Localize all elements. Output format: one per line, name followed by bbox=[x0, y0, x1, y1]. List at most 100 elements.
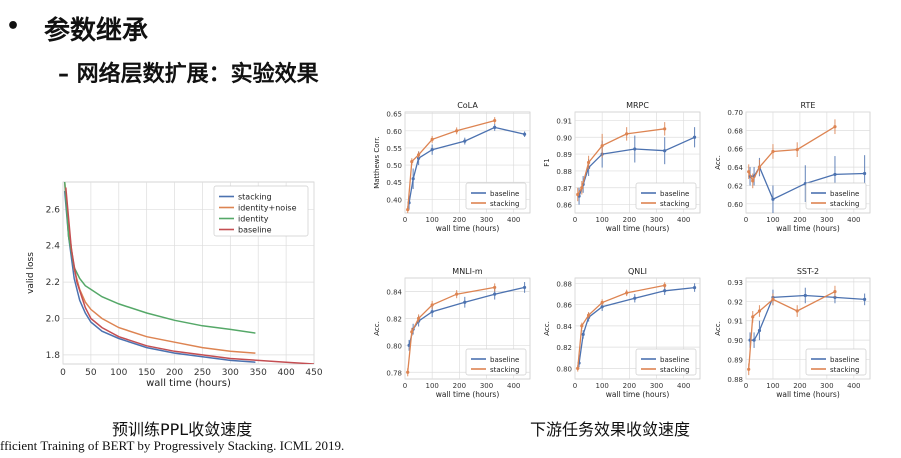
legend-label: baseline bbox=[490, 190, 519, 198]
x-tick-label: 100 bbox=[110, 368, 127, 378]
series-line-stacking bbox=[748, 291, 836, 370]
y-tick-label: 0.88 bbox=[556, 280, 572, 288]
series-line-stacking bbox=[407, 286, 495, 373]
data-point bbox=[663, 127, 667, 131]
chart-title: QNLI bbox=[628, 267, 647, 276]
y-tick-label: 2.4 bbox=[46, 242, 61, 252]
y-tick-label: 1.8 bbox=[46, 351, 61, 361]
chart-panel-valid-loss: 1.8 2.0 2.2 2.4 2.6 0 50 100 150 200 250 300 350 400 4… bbox=[26, 181, 323, 389]
y-tick-label: 0.86 bbox=[556, 302, 572, 310]
data-point bbox=[663, 283, 667, 288]
slide-subtitle: – 网络层数扩展：实验效果 bbox=[58, 62, 319, 87]
data-point bbox=[833, 125, 837, 129]
chart-title: RTE bbox=[801, 101, 816, 110]
y-tick-label: 0.78 bbox=[386, 369, 402, 377]
citation: fficient Training of BERT by Progressive… bbox=[0, 438, 345, 453]
x-tick-label: 400 bbox=[847, 382, 860, 390]
chart-panel-mnli-m: 0.78 0.80 0.82 0.84 0 100 200 300 400 MNLI-m wall … bbox=[373, 267, 531, 399]
x-tick-label: 100 bbox=[595, 216, 608, 224]
data-point bbox=[430, 303, 434, 307]
legend-box bbox=[213, 185, 309, 237]
x-axis-label: wall time (hours) bbox=[436, 390, 500, 399]
data-point bbox=[633, 296, 637, 300]
x-tick-label: 100 bbox=[425, 216, 438, 224]
x-tick-label: 400 bbox=[847, 216, 860, 224]
chart-title: MNLI-m bbox=[452, 267, 483, 276]
y-tick-label: 0.45 bbox=[386, 179, 402, 187]
data-point bbox=[625, 291, 629, 295]
legend-label: stacking bbox=[660, 200, 689, 208]
data-point bbox=[430, 148, 434, 152]
data-point bbox=[416, 316, 421, 320]
chart-title: MRPC bbox=[626, 101, 649, 110]
y-tick-label: 0.50 bbox=[386, 162, 402, 170]
legend-label: baseline bbox=[490, 356, 519, 364]
y-axis-label: Matthews Corr. bbox=[373, 136, 381, 189]
x-tick-label: 200 bbox=[793, 216, 806, 224]
y-tick-label: 0.84 bbox=[386, 288, 402, 296]
y-tick-label: 0.91 bbox=[556, 117, 572, 125]
data-point bbox=[747, 170, 751, 174]
data-point bbox=[757, 165, 762, 169]
y-tick-label: 0.87 bbox=[556, 185, 572, 193]
x-tick-label: 200 bbox=[453, 382, 466, 390]
y-tick-label: 0.91 bbox=[727, 318, 743, 326]
x-tick-label: 100 bbox=[766, 382, 779, 390]
series-line-stacking bbox=[577, 284, 665, 369]
chart-panel-rte: 0.60 0.62 0.64 0.66 0.68 0.70 0 100 200 300 400 RTE… bbox=[714, 101, 871, 233]
data-point bbox=[406, 370, 410, 374]
x-tick-label: 100 bbox=[766, 216, 779, 224]
y-tick-label: 0.62 bbox=[727, 182, 743, 190]
data-point bbox=[586, 160, 591, 165]
x-axis-label: wall time (hours) bbox=[146, 378, 231, 389]
legend-label: baseline bbox=[660, 356, 689, 364]
x-tick-label: 0 bbox=[403, 382, 407, 390]
data-point bbox=[600, 144, 604, 148]
x-tick-label: 300 bbox=[222, 368, 239, 378]
y-tick-label: 0.70 bbox=[727, 109, 743, 117]
slide-title: 参数继承 bbox=[44, 16, 149, 46]
data-point bbox=[586, 313, 591, 317]
y-tick-label: 0.66 bbox=[727, 146, 743, 154]
x-tick-label: 0 bbox=[744, 216, 748, 224]
right-caption: 下游任务效果收敛速度 bbox=[530, 420, 691, 439]
x-tick-label: 0 bbox=[60, 368, 66, 378]
x-tick-label: 100 bbox=[595, 382, 608, 390]
y-tick-label: 0.93 bbox=[727, 279, 743, 287]
x-tick-label: 200 bbox=[623, 216, 636, 224]
data-point bbox=[463, 300, 467, 304]
x-axis-label: wall time (hours) bbox=[436, 224, 500, 233]
data-point bbox=[411, 177, 415, 181]
x-axis-label: wall time (hours) bbox=[606, 390, 670, 399]
data-point bbox=[833, 289, 837, 294]
data-point bbox=[751, 315, 755, 319]
y-tick-label: 0.80 bbox=[556, 365, 572, 373]
data-point bbox=[803, 293, 807, 298]
x-tick-label: 0 bbox=[403, 216, 407, 224]
data-point bbox=[580, 186, 584, 190]
data-point bbox=[600, 300, 604, 305]
legend-label: stacking bbox=[830, 366, 859, 374]
data-point bbox=[771, 197, 775, 201]
legend-label: identity bbox=[238, 215, 269, 224]
data-point bbox=[747, 367, 751, 371]
series-group bbox=[63, 182, 314, 364]
data-point bbox=[406, 207, 410, 212]
x-tick-label: 0 bbox=[573, 216, 577, 224]
y-tick-label: 0.90 bbox=[727, 337, 743, 345]
y-tick-label: 0.40 bbox=[386, 196, 402, 204]
y-tick-label: 0.89 bbox=[556, 151, 572, 159]
x-tick-label: 400 bbox=[677, 382, 690, 390]
data-point bbox=[580, 324, 584, 328]
x-axis-label: wall time (hours) bbox=[776, 390, 840, 399]
data-point bbox=[663, 149, 667, 153]
data-point bbox=[493, 292, 497, 296]
y-tick-label: 0.92 bbox=[727, 298, 743, 306]
y-tick-label: 0.84 bbox=[556, 323, 572, 331]
x-axis-label: wall time (hours) bbox=[776, 224, 840, 233]
series-group bbox=[747, 119, 867, 213]
legend-label: baseline bbox=[238, 226, 272, 235]
data-point bbox=[625, 132, 629, 136]
x-tick-label: 250 bbox=[194, 368, 211, 378]
